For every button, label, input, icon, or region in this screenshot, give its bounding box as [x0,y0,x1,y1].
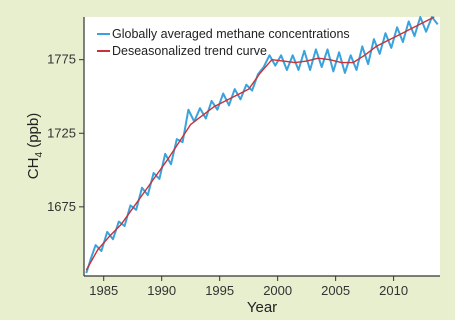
plot-area [84,17,440,276]
y-tick-label: 1775 [47,52,76,67]
x-tick-label: 2000 [263,283,292,298]
y-axis-title: CH4 (ppb) [25,113,45,179]
series-line-observed [85,16,439,274]
series-line-trend [85,16,435,271]
x-tick-label: 1995 [205,283,234,298]
legend-label-trend: Deseasonalized trend curve [112,44,267,58]
legend: Globally averaged methane concentrations… [97,27,350,58]
legend-label-observed: Globally averaged methane concentrations [112,27,350,41]
y-tick-label: 1725 [47,125,76,140]
y-axis-title-sub: 4 [34,152,45,158]
x-axis-title: Year [247,299,277,316]
series-layer [85,16,439,274]
x-tick-label: 2010 [379,283,408,298]
x-tick-label: 1990 [147,283,176,298]
x-tick-label: 2005 [321,283,350,298]
ticks-layer: 1985 1990 1995 2000 2005 2010 1675 1725 1775 [47,52,408,298]
y-axis-title-main: CH [25,158,42,180]
x-tick-label: 1985 [89,283,118,298]
y-tick-label: 1675 [47,199,76,214]
y-axis-title-unit: (ppb) [25,113,42,152]
